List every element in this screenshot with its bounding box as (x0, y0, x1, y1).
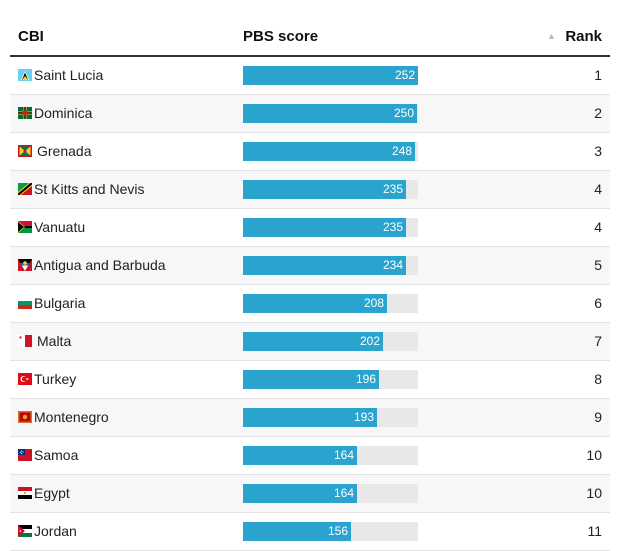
score-bar-track: 248 (243, 142, 418, 161)
cbi-ranking-table: CBI PBS score ▲ Rank Saint Lucia 252 1 Domi… (10, 20, 610, 551)
country-name: Bulgaria (34, 295, 86, 311)
saint-lucia-flag-icon (18, 69, 32, 81)
score-bar: 202 (243, 332, 383, 351)
table-row[interactable]: Bulgaria 208 6 (10, 285, 610, 323)
country-name: Jordan (34, 523, 77, 539)
table-row[interactable]: Samoa 164 10 (10, 437, 610, 475)
score-bar: 164 (243, 446, 357, 465)
egypt-flag-icon (18, 487, 32, 499)
score-bar-track: 164 (243, 484, 418, 503)
country-name: Grenada (37, 143, 92, 159)
rank-value: 4 (594, 181, 602, 197)
samoa-flag-icon (18, 449, 32, 461)
score-bar: 156 (243, 522, 351, 541)
bulgaria-flag-icon (18, 297, 32, 309)
score-bar-track: 208 (243, 294, 418, 313)
country-name: Saint Lucia (34, 67, 104, 83)
rank-value: 8 (594, 371, 602, 387)
score-bar-track: 193 (243, 408, 418, 427)
table-row[interactable]: Montenegro 193 9 (10, 399, 610, 437)
score-value: 208 (363, 296, 384, 310)
score-bar: 248 (243, 142, 415, 161)
country-name: St Kitts and Nevis (34, 181, 145, 197)
rank-value: 6 (594, 295, 602, 311)
column-header-pbs-score[interactable]: PBS score (243, 28, 319, 45)
table-row[interactable]: Egypt 164 10 (10, 475, 610, 513)
table-header: CBI PBS score ▲ Rank (10, 20, 610, 57)
vanuatu-flag-icon (18, 221, 32, 233)
grenada-flag-icon (18, 145, 32, 157)
score-bar-track: 164 (243, 446, 418, 465)
score-bar-track: 252 (243, 66, 418, 85)
score-bar-track: 202 (243, 332, 418, 351)
score-value: 234 (382, 258, 403, 272)
country-name: Malta (37, 333, 72, 349)
table-row[interactable]: Vanuatu 235 4 (10, 209, 610, 247)
score-bar-track: 234 (243, 256, 418, 275)
rank-value: 2 (594, 105, 602, 121)
score-value: 202 (359, 334, 380, 348)
score-bar: 164 (243, 484, 357, 503)
jordan-flag-icon (18, 525, 32, 537)
score-value: 193 (353, 410, 374, 424)
rank-value: 11 (587, 523, 602, 539)
table-row[interactable]: Turkey 196 8 (10, 361, 610, 399)
antigua-and-barbuda-flag-icon (18, 259, 32, 271)
score-bar-track: 235 (243, 218, 418, 237)
rank-value: 3 (594, 143, 602, 159)
montenegro-flag-icon (18, 411, 32, 423)
score-bar: 235 (243, 218, 406, 237)
score-value: 235 (382, 220, 403, 234)
score-value: 252 (394, 68, 415, 82)
rank-value: 1 (594, 67, 602, 83)
table-row[interactable]: Grenada 248 3 (10, 133, 610, 171)
table-row[interactable]: Saint Lucia 252 1 (10, 57, 610, 95)
score-value: 164 (333, 448, 354, 462)
score-value: 250 (393, 106, 414, 120)
score-bar: 196 (243, 370, 379, 389)
score-bar-track: 156 (243, 522, 418, 541)
rank-value: 5 (594, 257, 602, 273)
score-value: 164 (333, 486, 354, 500)
country-name: Dominica (34, 105, 93, 121)
column-header-rank[interactable]: Rank (565, 28, 602, 45)
country-name: Montenegro (34, 409, 109, 425)
score-bar: 234 (243, 256, 406, 275)
country-name: Samoa (34, 447, 79, 463)
score-bar: 208 (243, 294, 387, 313)
score-value: 156 (327, 524, 348, 538)
dominica-flag-icon (18, 107, 32, 119)
country-name: Antigua and Barbuda (34, 257, 166, 273)
table-row[interactable]: Jordan 156 11 (10, 513, 610, 551)
table-row[interactable]: St Kitts and Nevis 235 4 (10, 171, 610, 209)
table-row[interactable]: Antigua and Barbuda 234 5 (10, 247, 610, 285)
sort-ascending-icon[interactable]: ▲ (547, 31, 556, 41)
score-bar: 193 (243, 408, 377, 427)
rank-value: 10 (586, 485, 602, 501)
column-header-cbi[interactable]: CBI (18, 28, 44, 45)
score-bar-track: 235 (243, 180, 418, 199)
turkey-flag-icon (18, 373, 32, 385)
country-name: Vanuatu (34, 219, 86, 235)
st-kitts-and-nevis-flag-icon (18, 183, 32, 195)
score-bar-track: 196 (243, 370, 418, 389)
table-row[interactable]: Dominica 250 2 (10, 95, 610, 133)
country-name: Egypt (34, 485, 70, 501)
rank-value: 7 (594, 333, 602, 349)
score-value: 196 (355, 372, 376, 386)
score-value: 248 (391, 144, 412, 158)
table-body: Saint Lucia 252 1 Dominica 250 2 Grenada 248 3 St… (10, 57, 610, 551)
score-bar: 252 (243, 66, 418, 85)
rank-value: 9 (594, 409, 602, 425)
score-bar-track: 250 (243, 104, 418, 123)
rank-value: 10 (586, 447, 602, 463)
malta-flag-icon (18, 335, 32, 347)
score-bar: 250 (243, 104, 417, 123)
country-name: Turkey (34, 371, 77, 387)
table-row[interactable]: Malta 202 7 (10, 323, 610, 361)
rank-value: 4 (594, 219, 602, 235)
score-value: 235 (382, 182, 403, 196)
score-bar: 235 (243, 180, 406, 199)
